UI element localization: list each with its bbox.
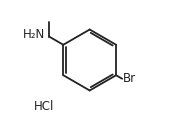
Text: HCl: HCl	[33, 100, 54, 113]
Text: Br: Br	[123, 72, 136, 85]
Text: H₂N: H₂N	[23, 28, 46, 41]
